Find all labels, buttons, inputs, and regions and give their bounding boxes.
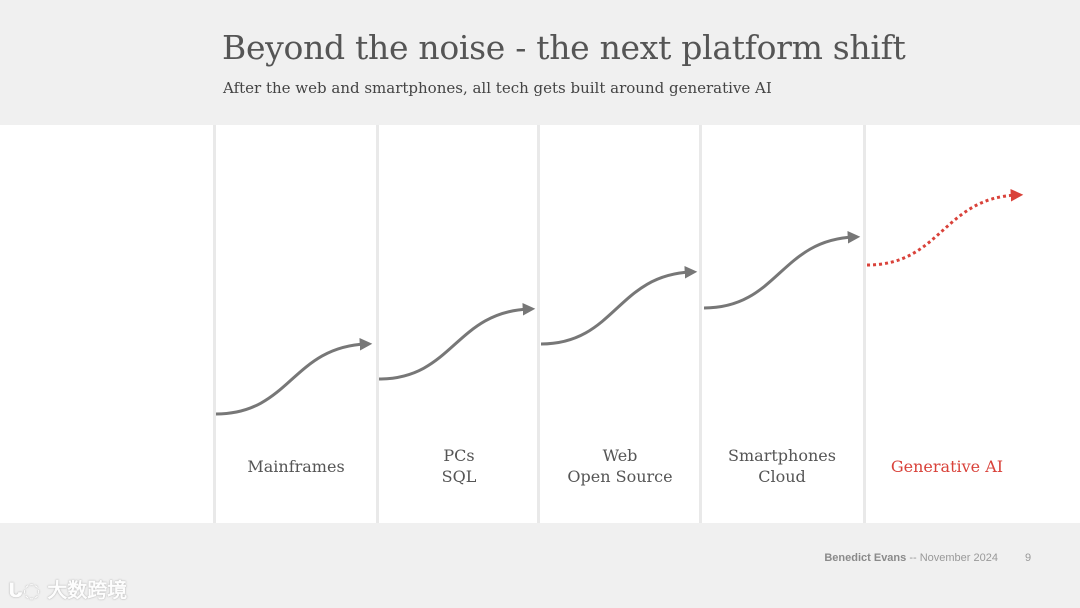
footer-date: November 2024	[919, 552, 998, 564]
era-curve-pcs	[378, 302, 536, 381]
column-divider	[863, 125, 866, 523]
era-label-mainframes: Mainframes	[214, 456, 378, 477]
era-label-line: Mainframes	[247, 457, 345, 476]
era-label-line: Cloud	[758, 467, 806, 486]
page-number: 9	[1025, 552, 1032, 564]
era-label-generative-ai: Generative AI	[865, 456, 1029, 477]
era-label-line: PCs	[443, 446, 475, 465]
era-curve-smartphones	[703, 230, 861, 310]
header: Beyond the noise - the next platform shi…	[0, 0, 1080, 125]
diagram-band	[0, 125, 1080, 523]
era-label-line: Open Source	[567, 467, 673, 486]
era-label-smartphones: Smartphones Cloud	[700, 445, 864, 487]
column-divider	[213, 125, 216, 523]
footer-credit: Benedict Evans -- November 2024	[824, 552, 998, 564]
era-label-line: Generative AI	[890, 457, 1004, 476]
watermark-text: 大数跨境	[47, 578, 128, 602]
page-title: Beyond the noise - the next platform shi…	[222, 28, 906, 67]
era-curve-generative-ai	[866, 188, 1024, 267]
era-label-web: Web Open Source	[538, 445, 702, 487]
platform-shift-diagram	[215, 188, 1024, 416]
era-curve-mainframes	[215, 337, 373, 416]
era-label-line: Smartphones	[728, 446, 836, 465]
footer-separator: --	[909, 552, 917, 564]
footer-author: Benedict Evans	[824, 552, 907, 564]
watermark-icon: ᒐ◌	[8, 578, 41, 602]
column-divider	[699, 125, 702, 523]
era-label-pcs: PCs SQL	[377, 445, 541, 487]
column-divider	[376, 125, 379, 523]
column-divider	[537, 125, 540, 523]
era-label-line: Web	[602, 446, 638, 465]
page-subtitle: After the web and smartphones, all tech …	[223, 79, 772, 97]
watermark-logo: ᒐ◌ 大数跨境	[8, 574, 127, 603]
era-label-line: SQL	[441, 467, 477, 486]
era-curve-web	[540, 265, 698, 346]
